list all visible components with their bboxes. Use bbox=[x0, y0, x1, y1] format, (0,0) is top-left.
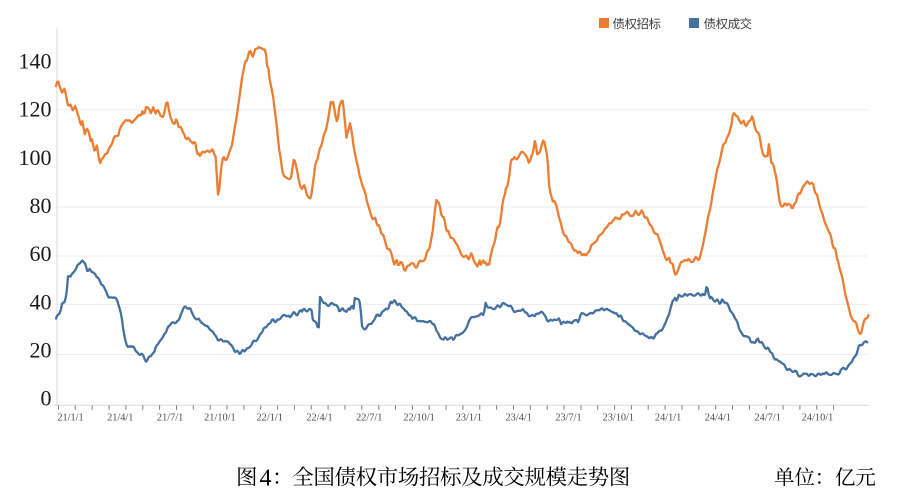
svg-text:21/7/1: 21/7/1 bbox=[157, 413, 183, 424]
svg-text:0: 0 bbox=[41, 386, 52, 411]
svg-text:24/1/1: 24/1/1 bbox=[655, 413, 681, 424]
svg-text:22/4/1: 22/4/1 bbox=[306, 413, 332, 424]
svg-text:120: 120 bbox=[19, 97, 52, 122]
svg-text:80: 80 bbox=[30, 193, 52, 218]
svg-text:23/10/1: 23/10/1 bbox=[603, 413, 634, 424]
svg-text:100: 100 bbox=[19, 145, 52, 170]
svg-text:23/1/1: 23/1/1 bbox=[456, 413, 482, 424]
svg-text:140: 140 bbox=[19, 49, 52, 74]
svg-text:22/10/1: 22/10/1 bbox=[403, 413, 434, 424]
svg-text:60: 60 bbox=[30, 241, 52, 266]
svg-text:21/1/1: 21/1/1 bbox=[57, 413, 83, 424]
svg-text:24/10/1: 24/10/1 bbox=[802, 413, 833, 424]
svg-text:22/1/1: 22/1/1 bbox=[257, 413, 283, 424]
svg-text:20: 20 bbox=[30, 337, 52, 362]
svg-text:23/4/1: 23/4/1 bbox=[506, 413, 532, 424]
svg-text:21/4/1: 21/4/1 bbox=[107, 413, 133, 424]
svg-text:24/7/1: 24/7/1 bbox=[755, 413, 781, 424]
svg-text:22/7/1: 22/7/1 bbox=[356, 413, 382, 424]
svg-text:23/7/1: 23/7/1 bbox=[555, 413, 581, 424]
svg-text:21/10/1: 21/10/1 bbox=[204, 413, 235, 424]
svg-text:24/4/1: 24/4/1 bbox=[705, 413, 731, 424]
svg-text:40: 40 bbox=[30, 289, 52, 314]
svg-text:4: 4 bbox=[260, 466, 272, 492]
